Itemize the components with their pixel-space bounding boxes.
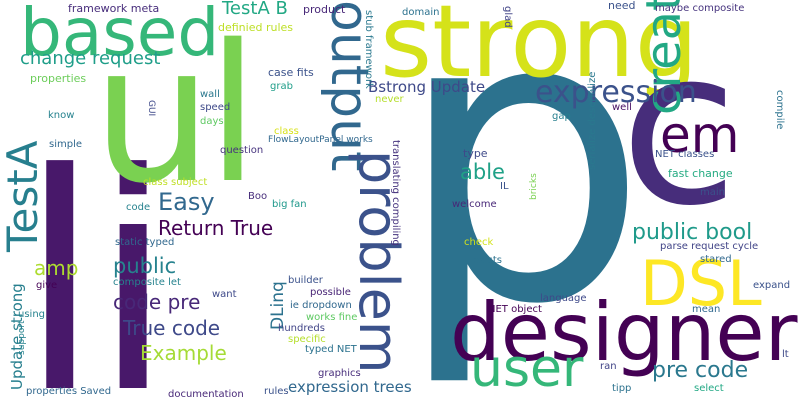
word: compile (774, 90, 785, 130)
word: welcome (452, 199, 497, 210)
word: strong (380, 0, 699, 100)
word: amp (34, 256, 79, 280)
word: wall (200, 89, 220, 100)
word: type (463, 147, 488, 160)
word: TestA B (222, 0, 288, 19)
word: expand (753, 280, 791, 291)
word: able (460, 160, 505, 184)
word: li (18, 110, 175, 400)
word: select (694, 383, 724, 394)
word: days (200, 116, 224, 127)
word: check (464, 237, 494, 248)
word: want (212, 289, 237, 300)
word: glad (502, 6, 513, 28)
word: mean (692, 304, 721, 315)
word: builder (288, 275, 323, 286)
word: lt (782, 349, 789, 360)
word: support (17, 320, 27, 355)
word: never (375, 94, 404, 105)
word: maybe composite (655, 3, 745, 14)
word: ie dropdown (290, 300, 352, 311)
word: product (303, 3, 346, 16)
word: pre code (652, 358, 749, 383)
word: main (700, 187, 725, 198)
word: ran (600, 361, 617, 372)
word: documentation (168, 389, 244, 400)
word: IL (500, 181, 509, 192)
word: simple (49, 139, 83, 150)
word: case fits (268, 66, 314, 79)
word: public bool (632, 220, 753, 245)
word: em (660, 106, 740, 164)
word: expression (535, 75, 697, 110)
word: Bstrong Update (368, 78, 486, 96)
word: domain (402, 7, 440, 18)
word: class (274, 126, 299, 137)
word: language (540, 293, 587, 304)
word: stub framework (363, 10, 374, 89)
word: True code (123, 316, 221, 340)
word: NET object (488, 304, 542, 315)
word: composite let (113, 277, 181, 288)
word: question (220, 145, 264, 156)
word: Easy (158, 188, 215, 216)
word: possible (310, 287, 351, 298)
word: designer (450, 286, 798, 379)
word: code pre (113, 290, 201, 314)
word: user (470, 339, 584, 399)
word: Return True (158, 216, 274, 240)
word: need (608, 0, 636, 12)
word: NET classes (655, 149, 715, 160)
word: expression trees (288, 378, 412, 396)
word: Example (140, 341, 227, 365)
word: exists (473, 255, 503, 266)
word: definied rules (218, 21, 294, 34)
word: speed (200, 102, 231, 113)
word: tipp (612, 383, 632, 394)
word: serialize deserialize (587, 71, 598, 170)
word: based (20, 0, 220, 71)
word: ul (92, 4, 259, 225)
word: specific (288, 334, 326, 345)
word: translating compiling (390, 140, 401, 246)
word: parse request cycle (660, 241, 759, 252)
word: public (113, 254, 177, 278)
word: works fine (306, 312, 358, 323)
word: give (36, 280, 58, 291)
word: Boo (248, 191, 268, 202)
word: framework meta (68, 2, 160, 15)
word: hundreds (278, 323, 325, 334)
word: p (395, 0, 649, 392)
word: rules (264, 386, 289, 397)
word: properties Saved (26, 386, 112, 397)
word: class subject (143, 177, 208, 188)
word: GUI (146, 100, 156, 117)
word: big fan (272, 199, 307, 210)
word: DSL (640, 247, 762, 320)
word: typed NET (305, 344, 357, 355)
word: FlowLayoutPanel works (268, 135, 373, 145)
word: properties (30, 72, 87, 85)
word: stared (700, 254, 732, 265)
word: fast change (668, 167, 733, 180)
word: bricks (529, 173, 539, 200)
word: change request (20, 48, 161, 69)
word: code (126, 202, 151, 213)
word: graphics (318, 368, 361, 379)
word: TestA (0, 140, 47, 252)
word: gap (552, 111, 571, 122)
word: static typed (115, 237, 175, 248)
word: know (48, 110, 75, 121)
word: grab (270, 81, 293, 92)
word: c (620, 2, 739, 253)
word: using (18, 309, 46, 320)
word: well (612, 102, 632, 113)
